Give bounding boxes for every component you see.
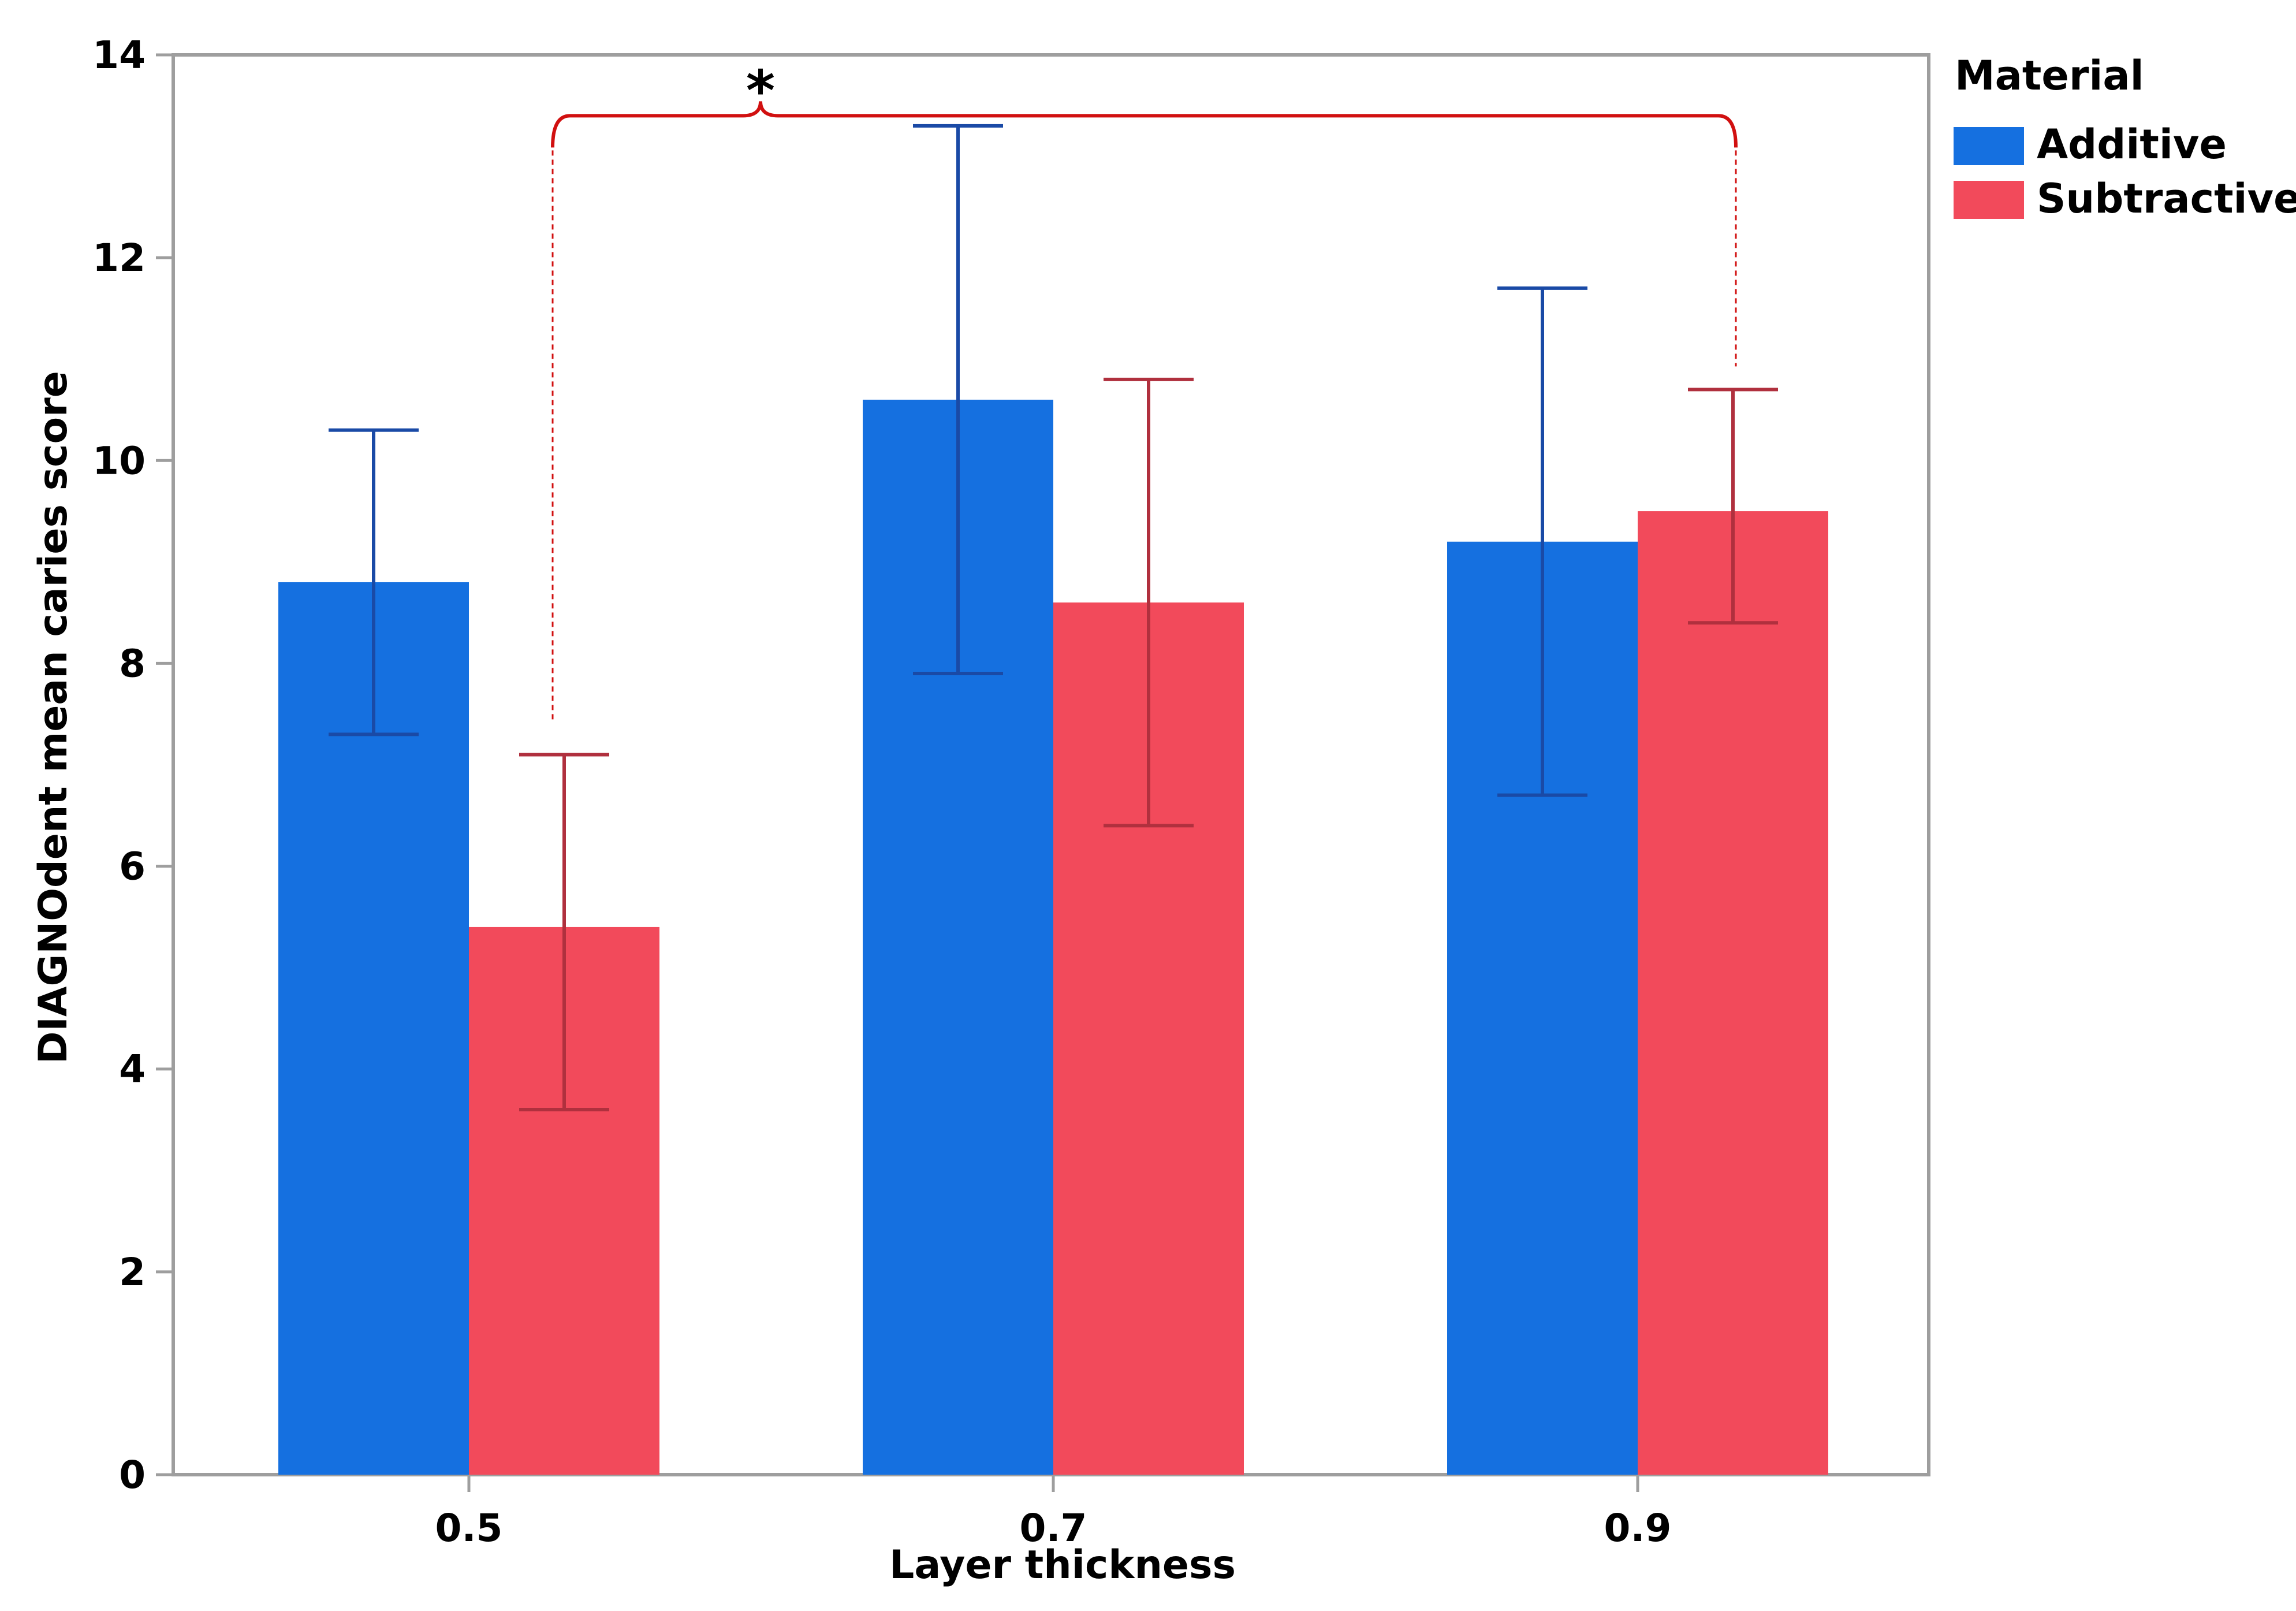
x-tick-label: 0.7 <box>1020 1506 1087 1550</box>
legend-title: Material <box>1955 52 2144 99</box>
y-tick-label: 10 <box>92 438 146 483</box>
y-axis-title: DIAGNOdent mean caries score <box>31 371 76 1064</box>
x-tick-label: 0.9 <box>1604 1506 1672 1550</box>
bars <box>278 399 1828 1475</box>
y-tick-label: 6 <box>119 844 146 889</box>
legend-swatch-subtractive <box>1954 181 2024 219</box>
legend: Material Additive Subtractive <box>1954 52 2296 222</box>
y-tick-label: 8 <box>119 641 146 686</box>
y-tick-label: 12 <box>92 236 146 280</box>
legend-swatch-additive <box>1954 127 2024 165</box>
bar-subtractive <box>1638 511 1828 1475</box>
y-tick-label: 0 <box>119 1453 146 1497</box>
y-tick-label: 4 <box>119 1047 146 1092</box>
y-tick-label: 14 <box>92 33 146 77</box>
x-axis-title: Layer thickness <box>889 1542 1236 1588</box>
legend-label-additive: Additive <box>2037 121 2227 168</box>
x-axis: 0.5 0.7 0.9 <box>435 1475 1672 1550</box>
significance-bracket <box>551 101 1738 148</box>
x-tick-label: 0.5 <box>435 1506 503 1550</box>
significance-annotation: * <box>551 58 1738 723</box>
significance-star: * <box>746 58 775 123</box>
y-tick-label: 2 <box>119 1250 146 1294</box>
legend-label-subtractive: Subtractive <box>2037 175 2296 222</box>
error-bars <box>329 124 1778 1111</box>
y-axis: 0 2 4 6 8 10 12 14 <box>92 33 173 1497</box>
